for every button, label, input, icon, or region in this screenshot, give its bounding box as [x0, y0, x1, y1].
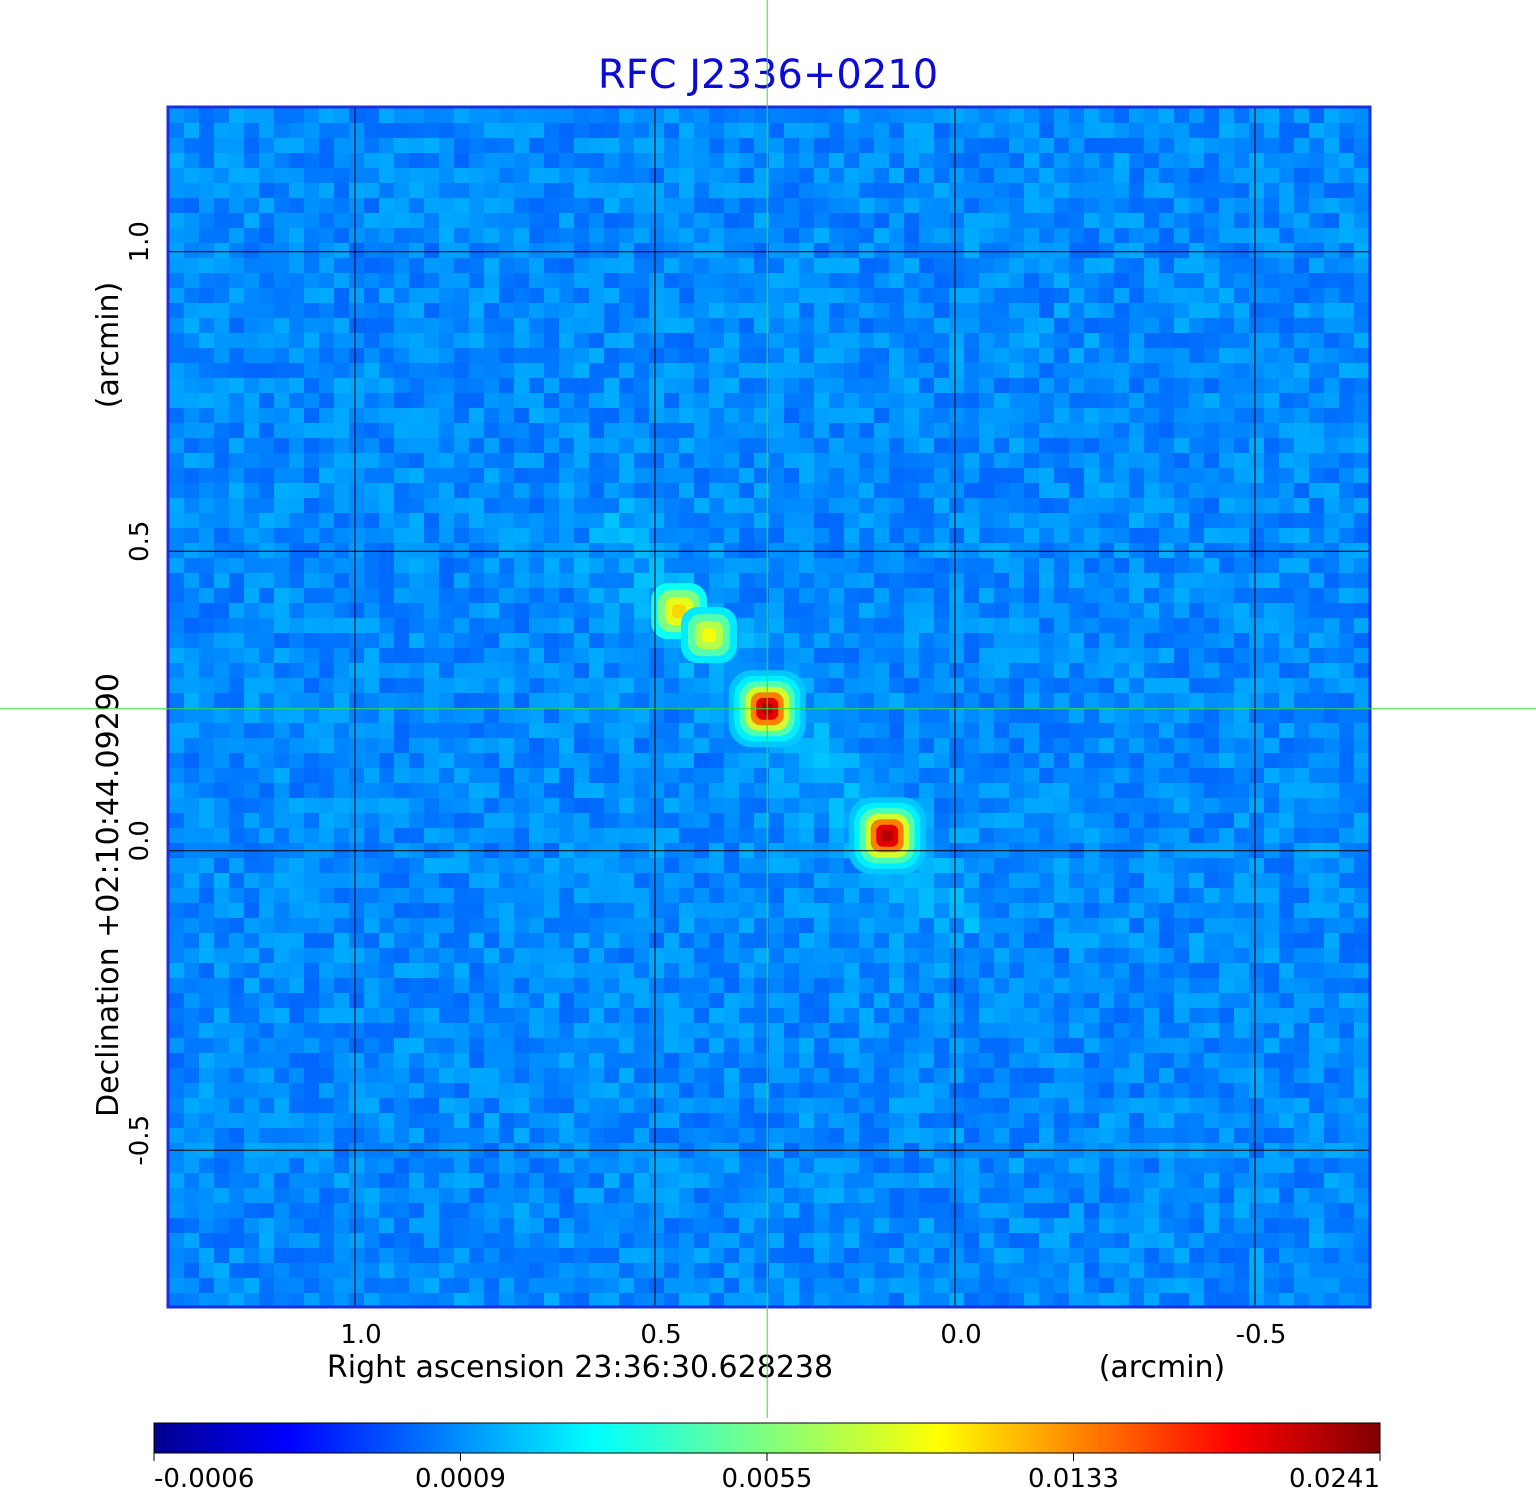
x-tick-label: 0.5: [640, 1320, 681, 1350]
y-axis-unit: (arcmin): [91, 282, 126, 409]
colorbar-tick-label: 0.0009: [415, 1464, 506, 1494]
chart-title: RFC J2336+0210: [598, 52, 938, 98]
plot-frame: [166, 105, 1372, 1309]
source-component: [681, 607, 737, 664]
colorbar-tick-label: -0.0006: [154, 1464, 254, 1494]
colorbar-tick-label: 0.0241: [1289, 1464, 1380, 1494]
x-axis-label: Right ascension 23:36:30.628238: [327, 1350, 833, 1385]
x-axis-unit: (arcmin): [1099, 1350, 1226, 1385]
source-component: [848, 797, 926, 875]
x-tick-label: 0.0: [940, 1320, 981, 1350]
noise-pixels: [169, 108, 1369, 1306]
x-tick-label: 1.0: [340, 1320, 381, 1350]
y-tick-label: -0.5: [125, 1115, 155, 1166]
y-tick-label: 0.0: [125, 820, 155, 861]
colorbar: [153, 1422, 1381, 1454]
y-tick-label: 0.5: [125, 521, 155, 562]
y-tick-label: 1.0: [125, 221, 155, 262]
colorbar-tick-label: 0.0055: [722, 1464, 813, 1494]
source-components: [651, 583, 926, 875]
crosshair: [0, 0, 1536, 1418]
coordinate-grid: [169, 108, 1369, 1306]
colorbar-ticks: -0.0006 0.0009 0.0055 0.0133 0.0241: [153, 1453, 1381, 1494]
y-axis-label: Declination +02:10:44.09290: [91, 673, 126, 1117]
x-tick-label: -0.5: [1236, 1320, 1287, 1350]
x-tick-labels: 1.0 0.5 0.0 -0.5: [340, 1320, 1286, 1350]
source-component: [728, 670, 806, 748]
colorbar-tick-label: 0.0133: [1028, 1464, 1119, 1494]
y-tick-labels: 1.0 0.5 0.0 -0.5: [125, 221, 155, 1166]
